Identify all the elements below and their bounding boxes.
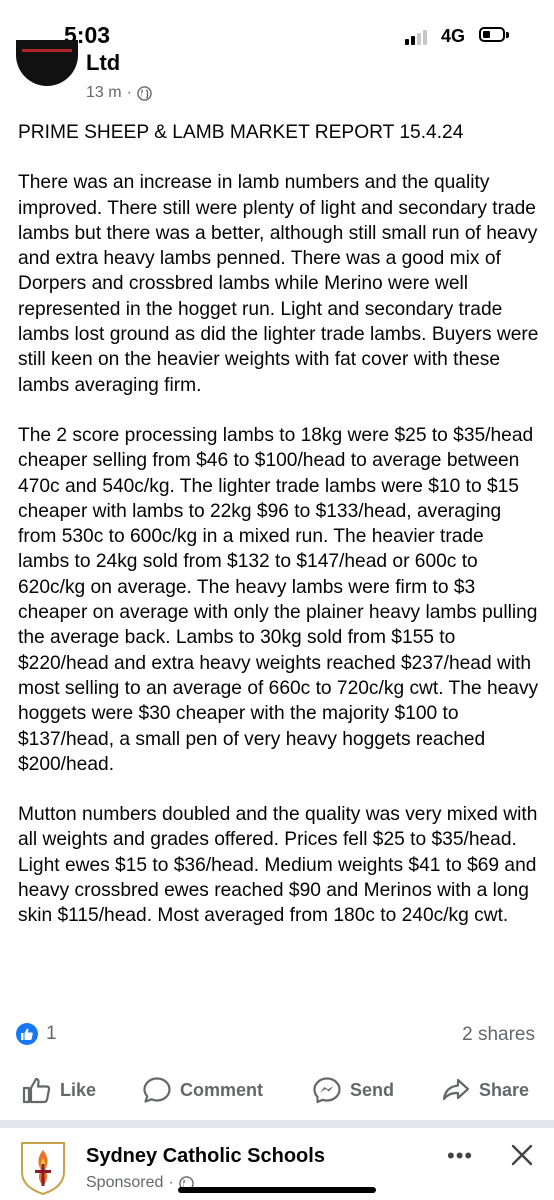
home-indicator[interactable] <box>178 1187 376 1193</box>
like-reaction-icon <box>16 1023 38 1045</box>
comment-label: Comment <box>180 1079 264 1100</box>
comment-icon <box>143 1077 171 1103</box>
more-options-button[interactable]: ••• <box>447 1143 474 1168</box>
globe-icon <box>137 85 152 101</box>
like-button[interactable]: Like <box>22 1076 96 1104</box>
sponsored-label: Sponsored <box>86 1174 164 1191</box>
thumbs-up-icon <box>22 1077 51 1104</box>
signal-strength-icon <box>405 29 433 45</box>
school-logo-icon[interactable] <box>18 1140 68 1196</box>
send-label: Send <box>350 1079 395 1100</box>
battery-icon <box>479 27 511 44</box>
messenger-icon <box>313 1077 341 1104</box>
post-time[interactable]: 13 m <box>86 84 122 101</box>
post-paragraph: Mutton numbers doubled and the quality w… <box>18 804 538 927</box>
page-avatar[interactable] <box>16 40 78 86</box>
post-text: PRIME SHEEP & LAMB MARKET REPORT 15.4.24… <box>18 120 540 954</box>
post-paragraph: The 2 score processing lambs to 18kg wer… <box>18 424 539 775</box>
post-heading: PRIME SHEEP & LAMB MARKET REPORT 15.4.24 <box>18 122 464 143</box>
like-label: Like <box>60 1079 97 1100</box>
status-bar: 5:03 4G <box>0 0 554 62</box>
share-arrow-icon <box>442 1078 470 1101</box>
post-meta: 13 m · <box>86 84 152 102</box>
meta-separator: · <box>168 1174 174 1191</box>
reaction-count: 1 <box>46 1023 57 1044</box>
sponsor-name[interactable]: Sydney Catholic Schools <box>86 1145 325 1167</box>
reactions-summary[interactable]: 1 <box>16 1023 57 1045</box>
post-actions: Like Comment Send Share <box>0 1064 554 1114</box>
share-button[interactable]: Share <box>441 1076 529 1104</box>
network-type: 4G <box>441 26 466 46</box>
shares-count[interactable]: 2 shares <box>462 1024 535 1045</box>
meta-separator: · <box>126 84 132 101</box>
share-label: Share <box>479 1079 530 1100</box>
feed-divider <box>0 1120 554 1128</box>
post-paragraph: There was an increase in lamb numbers an… <box>18 172 539 396</box>
comment-button[interactable]: Comment <box>142 1076 263 1104</box>
send-button[interactable]: Send <box>312 1076 394 1104</box>
page-name[interactable]: Ltd <box>86 50 121 75</box>
close-icon[interactable] <box>510 1143 534 1167</box>
